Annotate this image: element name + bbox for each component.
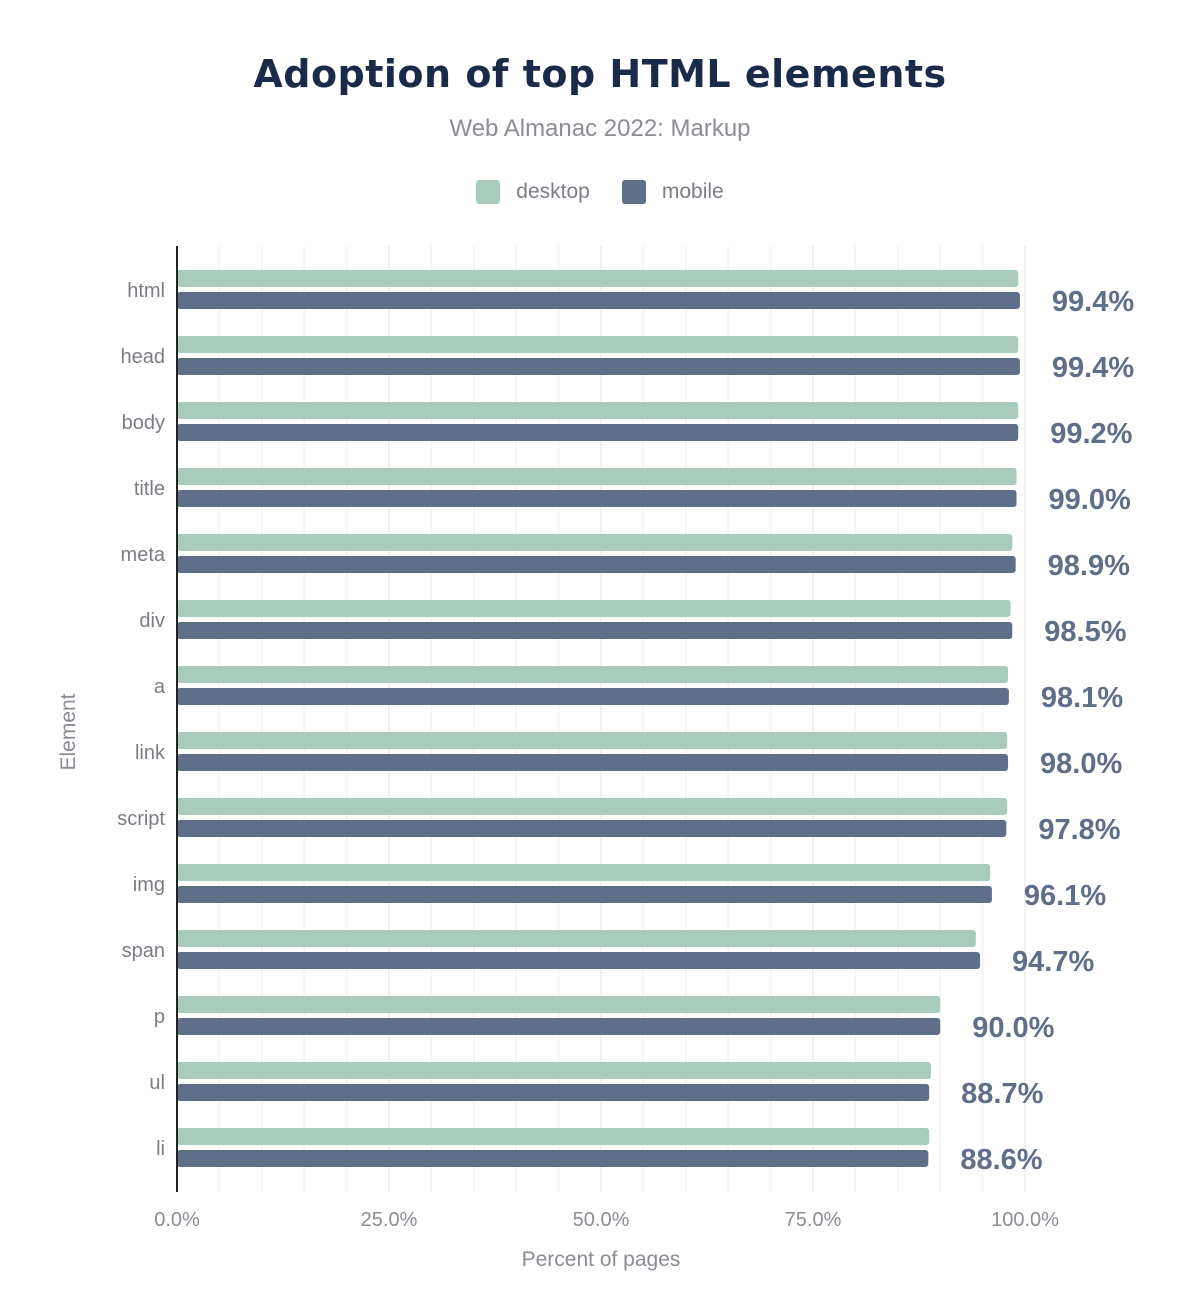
- legend-label-mobile: mobile: [661, 180, 724, 203]
- x-tick-label: 75.0%: [785, 1209, 842, 1231]
- data-label: 97.8%: [1038, 814, 1120, 846]
- bar-desktop-li: [177, 1128, 930, 1145]
- bar-desktop-link: [177, 732, 1008, 749]
- y-tick-label: p: [154, 1006, 165, 1028]
- data-label: 98.9%: [1048, 550, 1130, 582]
- legend-item-desktop[interactable]: desktop: [476, 180, 590, 204]
- data-label: 98.0%: [1040, 748, 1122, 780]
- bar-mobile-li: [177, 1150, 929, 1167]
- y-tick-label: img: [133, 874, 165, 896]
- data-label: 94.7%: [1012, 946, 1094, 978]
- data-label: 98.1%: [1041, 682, 1123, 714]
- bar-mobile-link: [177, 754, 1009, 771]
- y-tick-label: head: [121, 346, 166, 368]
- data-label: 90.0%: [972, 1012, 1054, 1044]
- bar-mobile-ul: [177, 1084, 930, 1101]
- chart-title: Adoption of top HTML elements: [253, 52, 947, 96]
- bar-mobile-head: [177, 358, 1020, 375]
- bar-desktop-html: [177, 270, 1019, 287]
- data-label: 99.2%: [1050, 418, 1132, 450]
- x-tick-label: 50.0%: [573, 1209, 630, 1231]
- x-tick-label: 0.0%: [154, 1209, 200, 1231]
- bar-desktop-title: [177, 468, 1017, 485]
- bar-mobile-script: [177, 820, 1007, 837]
- data-label: 88.6%: [960, 1144, 1042, 1176]
- y-tick-label: html: [127, 280, 165, 302]
- legend-swatch-mobile: [621, 180, 646, 204]
- bar-desktop-p: [177, 996, 941, 1013]
- bar-mobile-img: [177, 886, 992, 903]
- bar-desktop-img: [177, 864, 991, 881]
- y-tick-label: title: [134, 478, 165, 500]
- x-axis-label: Percent of pages: [522, 1248, 681, 1271]
- bar-desktop-ul: [177, 1062, 931, 1079]
- y-tick-label: a: [154, 676, 166, 698]
- data-label: 88.7%: [961, 1078, 1043, 1110]
- bar-desktop-span: [177, 930, 976, 947]
- bar-mobile-meta: [177, 556, 1016, 573]
- y-tick-label: meta: [121, 544, 166, 566]
- bar-desktop-meta: [177, 534, 1013, 551]
- y-tick-label: span: [122, 940, 165, 962]
- bar-mobile-span: [177, 952, 981, 969]
- legend-label-desktop: desktop: [516, 180, 590, 203]
- bar-mobile-html: [177, 292, 1020, 309]
- bar-desktop-script: [177, 798, 1008, 815]
- bar-desktop-body: [177, 402, 1019, 419]
- data-label: 99.4%: [1052, 352, 1134, 384]
- bar-mobile-p: [177, 1018, 941, 1035]
- bar-desktop-div: [177, 600, 1011, 617]
- data-label: 98.5%: [1044, 616, 1126, 648]
- y-axis-label: Element: [57, 693, 80, 770]
- bar-mobile-body: [177, 424, 1019, 441]
- bar-desktop-a: [177, 666, 1009, 683]
- legend-swatch-desktop: [476, 180, 501, 204]
- bar-mobile-a: [177, 688, 1009, 705]
- legend: desktop mobile: [0, 180, 1200, 204]
- bar-mobile-div: [177, 622, 1013, 639]
- y-tick-label: body: [122, 412, 165, 434]
- x-tick-label: 25.0%: [361, 1209, 418, 1231]
- bar-desktop-head: [177, 336, 1019, 353]
- chart-subtitle: Web Almanac 2022: Markup: [449, 115, 751, 142]
- data-label: 96.1%: [1024, 880, 1106, 912]
- x-tick-label: 100.0%: [991, 1209, 1059, 1231]
- data-label: 99.0%: [1049, 484, 1131, 516]
- bar-mobile-title: [177, 490, 1017, 507]
- y-tick-label: script: [117, 808, 165, 830]
- y-tick-label: link: [135, 742, 166, 764]
- y-tick-label: li: [156, 1138, 165, 1160]
- y-tick-label: ul: [149, 1072, 165, 1094]
- y-tick-label: div: [139, 610, 165, 632]
- data-label: 99.4%: [1052, 286, 1134, 318]
- legend-item-mobile[interactable]: mobile: [621, 180, 724, 204]
